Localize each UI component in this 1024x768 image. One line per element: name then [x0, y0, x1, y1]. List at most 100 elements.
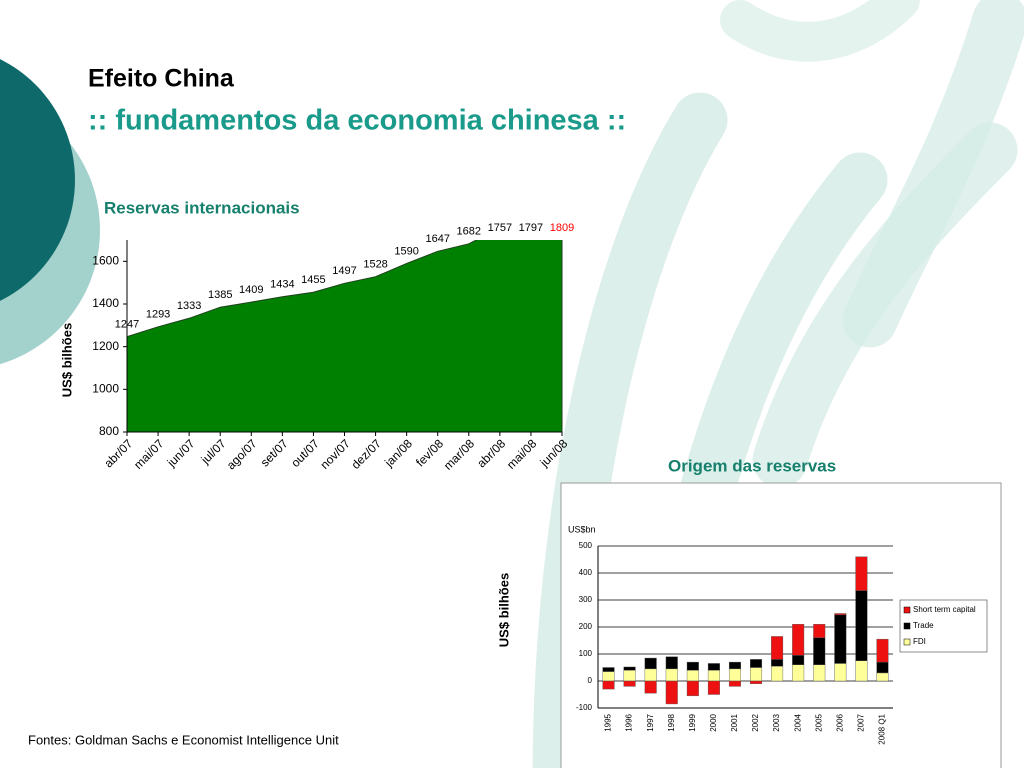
bar-segment [665, 680, 678, 705]
bar-segment [876, 661, 889, 674]
bar-segment [602, 680, 615, 690]
bar-segment [834, 663, 847, 682]
y-tick-label: 800 [99, 424, 119, 438]
unit-label: US$bn [568, 524, 596, 534]
y-tick-label: 500 [579, 541, 593, 550]
bar-segment [728, 680, 741, 687]
bar-segment [686, 680, 699, 697]
chart-title: Reservas internacionais [104, 198, 300, 217]
x-tick-label: 2006 [835, 713, 844, 731]
x-tick-label: out/07 [288, 436, 322, 470]
bar-segment [707, 663, 720, 671]
bar-segment [834, 613, 847, 616]
x-tick-label: 2005 [814, 713, 823, 731]
bar-segment [834, 614, 847, 664]
bar-segment [665, 656, 678, 670]
x-tick-label: 2004 [793, 713, 802, 731]
source: Fontes: Goldman Sachs e Economist Intell… [28, 732, 339, 747]
value-label: 1528 [363, 259, 387, 271]
value-label: 1797 [519, 222, 543, 234]
bar-segment [855, 590, 868, 661]
bar-segment [750, 667, 763, 682]
x-tick-label: 1996 [625, 713, 634, 731]
bar-segment [686, 670, 699, 682]
value-label: 1333 [177, 300, 201, 312]
x-tick-label: 2001 [730, 713, 739, 731]
x-tick-label: mar/08 [441, 436, 478, 473]
x-tick-label: 1997 [646, 713, 655, 731]
bar-segment [771, 659, 784, 667]
legend-swatch [903, 638, 911, 646]
legend-label: Trade [913, 621, 934, 630]
value-label: 1385 [208, 289, 232, 301]
y-tick-label: 100 [579, 649, 593, 658]
x-tick-label: jun/07 [164, 436, 198, 470]
bar-segment [707, 680, 720, 695]
bar-segment [623, 666, 636, 671]
bar-segment [602, 671, 615, 682]
bar-segment [792, 624, 805, 656]
bar-segment [623, 670, 636, 682]
bar-segment [876, 638, 889, 663]
chart-title: Origem das reservas [668, 456, 836, 475]
value-label: 1682 [457, 226, 481, 238]
bar-segment [602, 667, 615, 672]
value-label: 1590 [394, 245, 418, 257]
y-tick-label: 1600 [92, 254, 119, 268]
bar-segment [707, 670, 720, 682]
x-tick-label: set/07 [258, 436, 291, 469]
y-tick-label: 1200 [92, 339, 119, 353]
legend-swatch [903, 606, 911, 614]
x-tick-label: 1998 [667, 713, 676, 731]
x-tick-label: 1999 [688, 713, 697, 731]
bar-segment [855, 660, 868, 682]
bar-segment [665, 668, 678, 682]
x-tick-label: 2000 [709, 713, 718, 731]
bar-segment [750, 680, 763, 684]
value-label: 1647 [425, 233, 449, 245]
x-tick-label: 2008 Q1 [878, 713, 887, 744]
bar-segment [686, 661, 699, 671]
value-label: 1434 [270, 279, 294, 291]
x-tick-label: 1995 [604, 713, 613, 731]
y-axis-label: US$ bilhões [496, 573, 511, 647]
x-tick-label: 2002 [751, 713, 760, 731]
bar-segment [644, 657, 657, 670]
x-tick-label: abr/08 [474, 436, 508, 470]
bar-segment [876, 672, 889, 682]
value-label: 1497 [332, 265, 356, 277]
value-label: 1409 [239, 284, 263, 296]
value-label: 1293 [146, 309, 170, 321]
legend-label: FDI [913, 637, 926, 646]
x-tick-label: 2003 [772, 713, 781, 731]
value-label: 1757 [488, 222, 512, 234]
legend-box [899, 599, 988, 653]
y-tick-label: 1000 [92, 382, 119, 396]
x-tick-label: abr/07 [101, 436, 135, 470]
x-tick-label: dez/07 [349, 436, 385, 472]
decor-circle [0, 59, 75, 301]
y-tick-label: 300 [579, 595, 593, 604]
bar-segment [813, 637, 826, 665]
area [127, 240, 563, 433]
x-tick-label: mai/07 [131, 436, 167, 472]
value-label: 1247 [115, 319, 139, 331]
y-tick-label: -100 [576, 703, 593, 712]
x-tick-label: ago/07 [224, 436, 260, 472]
bar-segment [813, 664, 826, 682]
bar-segment [644, 668, 657, 682]
slide-title: Efeito China [88, 65, 235, 93]
bar-segment [644, 680, 657, 694]
bar-segment [623, 680, 636, 687]
y-axis-label: US$ bilhões [59, 323, 74, 397]
bar-segment [771, 636, 784, 660]
legend-label: Short term capital [913, 605, 976, 614]
bar-segment [750, 659, 763, 668]
y-tick-label: 1400 [92, 296, 119, 310]
legend-swatch [903, 622, 911, 630]
x-tick-label: mai/08 [504, 436, 540, 472]
x-tick-label: nov/07 [317, 436, 353, 472]
bar-segment [813, 624, 826, 638]
slide-subtitle: :: fundamentos da economia chinesa :: [88, 105, 626, 137]
